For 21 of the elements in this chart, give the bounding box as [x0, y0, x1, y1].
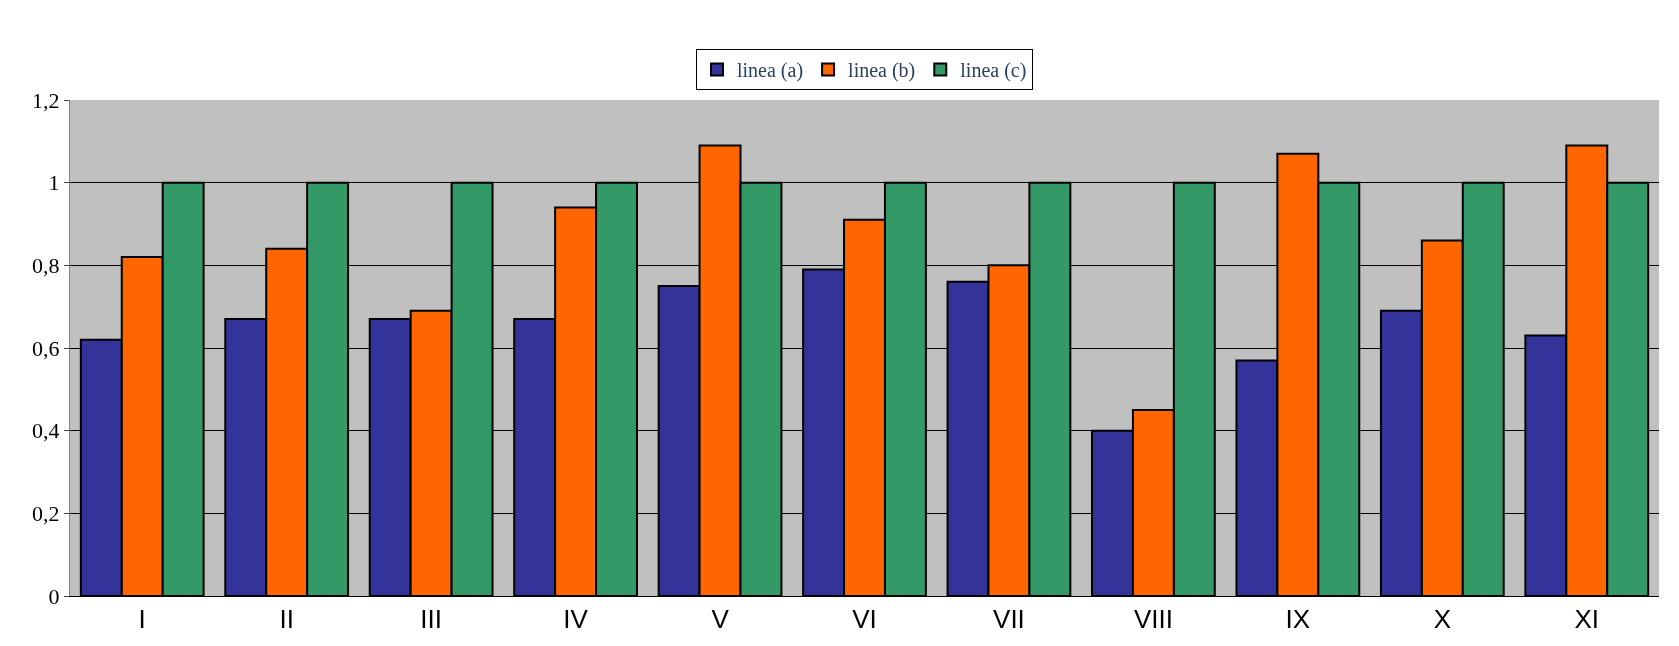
x-tick-label: IX: [1285, 604, 1311, 635]
x-tick-label: I: [138, 604, 146, 635]
x-tick-label: VIII: [1133, 604, 1173, 635]
y-tick-label: 1,2: [32, 87, 60, 113]
y-tick-label: 0,6: [32, 335, 60, 361]
x-tick-label: XI: [1574, 604, 1600, 635]
legend-label: linea (b): [848, 59, 916, 83]
y-tick-label: 0,2: [32, 501, 60, 527]
x-tick-label: VII: [993, 604, 1025, 635]
x-tick-label: VI: [852, 604, 877, 635]
legend-label: linea (a): [737, 59, 804, 83]
x-tick-label: X: [1433, 604, 1451, 635]
y-tick-label: 1: [48, 170, 60, 196]
x-tick-label: IV: [563, 604, 589, 635]
y-tick-label: 0,4: [32, 418, 60, 444]
x-tick-label: II: [279, 604, 294, 635]
x-tick-label: V: [711, 604, 730, 635]
legend-label: linea (c): [960, 59, 1027, 83]
y-tick-label: 0,8: [32, 253, 60, 279]
y-tick-label: 0: [48, 583, 60, 609]
x-tick-label: III: [420, 604, 442, 635]
